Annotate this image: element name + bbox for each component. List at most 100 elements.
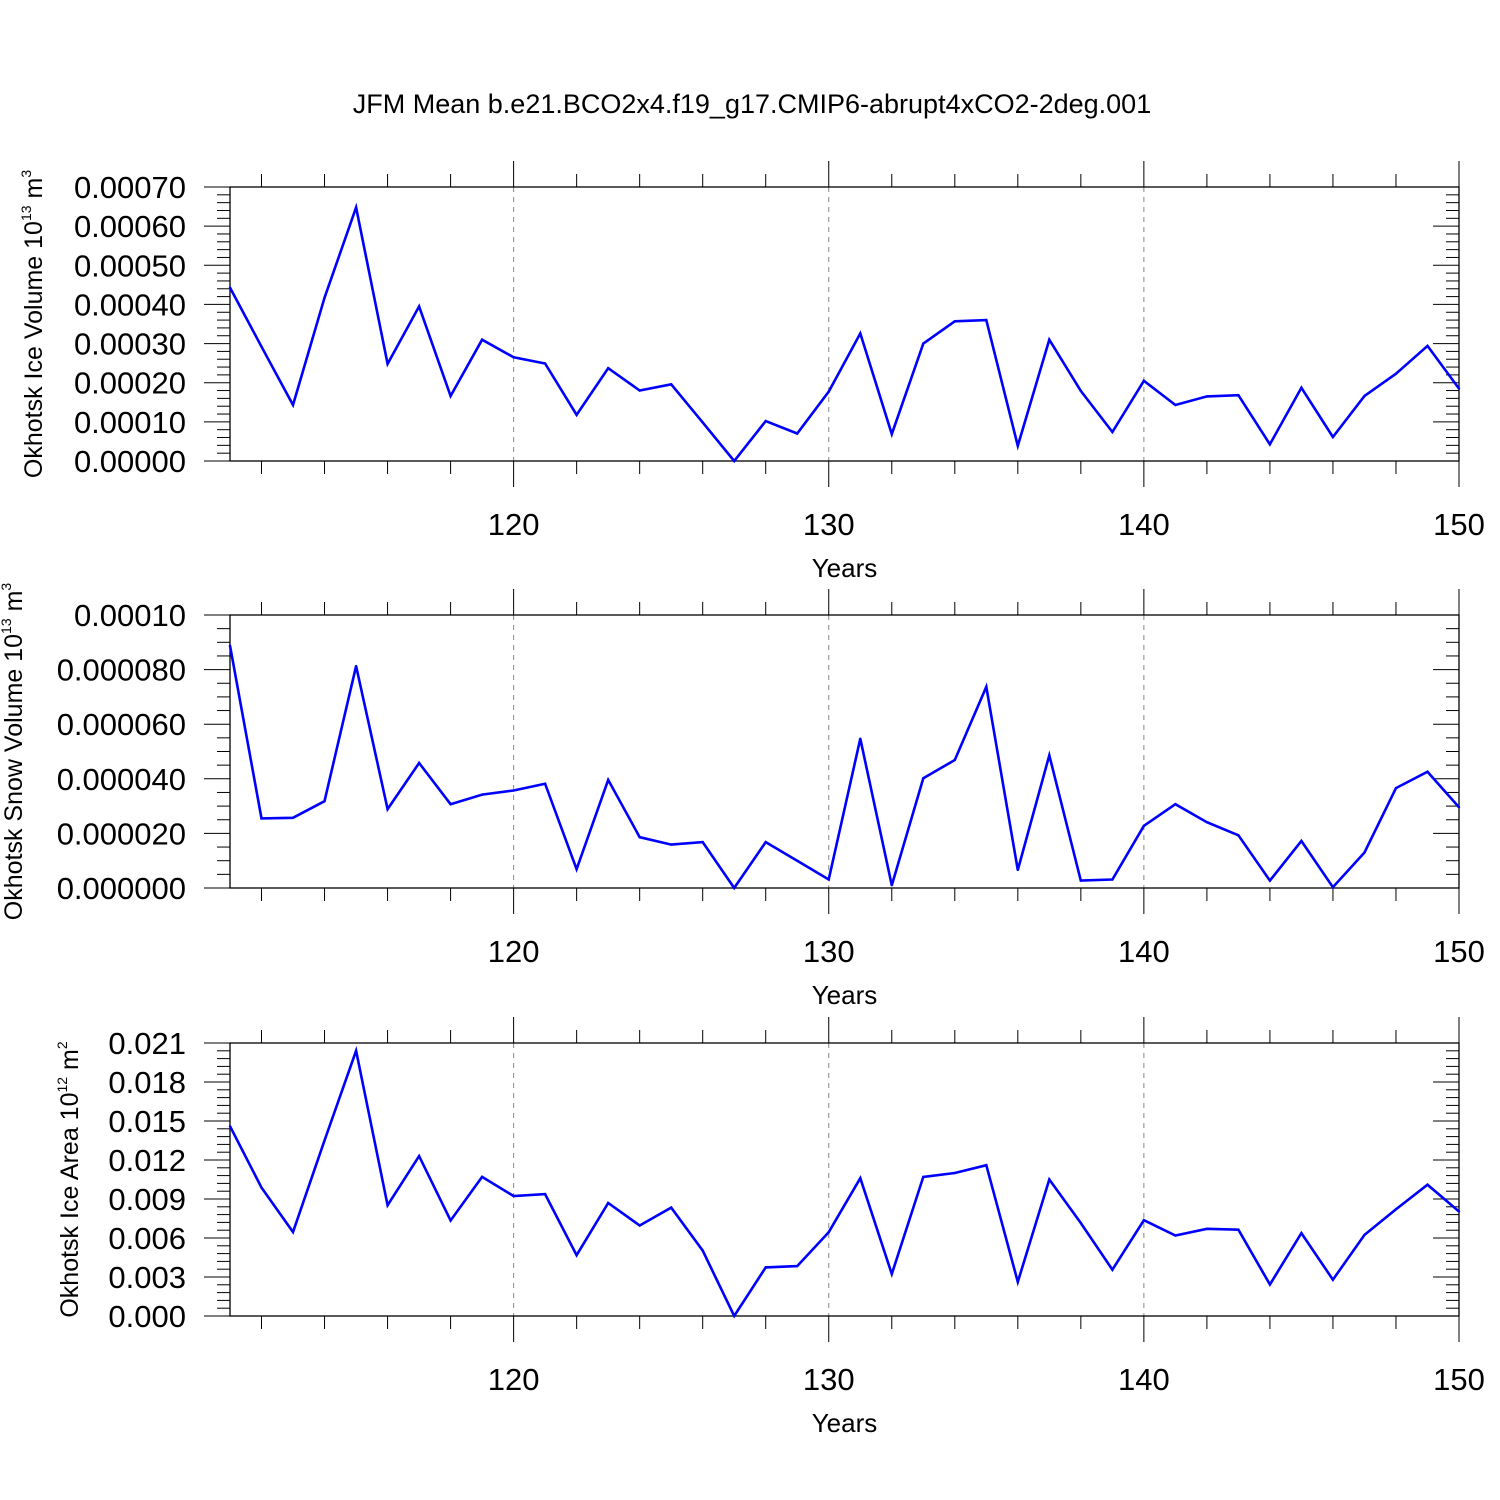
data-point	[922, 777, 925, 780]
x-tick-label: 120	[488, 507, 540, 542]
data-point	[1426, 770, 1429, 773]
data-point	[1268, 1283, 1272, 1286]
data-point	[354, 664, 358, 668]
data-point	[480, 338, 484, 341]
data-point	[1300, 1231, 1303, 1235]
data-point	[1142, 379, 1146, 382]
data-point	[228, 286, 232, 289]
data-point	[638, 389, 641, 392]
panel-ice-area: 120 130 140 150 0.000 0.003 0.006 0.009 0.012 0.0…	[54, 1017, 1485, 1438]
data-point	[859, 332, 862, 335]
data-point	[1237, 394, 1240, 397]
panel-ice-volume: 120 130 140 150 0.00000 0.00010 0.00020 0.00030…	[18, 161, 1485, 583]
data-point	[638, 1224, 641, 1227]
data-point	[575, 1253, 578, 1257]
data-point	[1300, 386, 1303, 390]
data-point	[1142, 1218, 1146, 1222]
data-point	[1426, 344, 1429, 348]
series-line-ice-area	[228, 1045, 1460, 1319]
y-tick-label: 0.00060	[74, 209, 186, 244]
data-point	[386, 362, 389, 366]
data-point	[859, 1177, 862, 1180]
x-tick-label: 120	[488, 1362, 540, 1397]
data-point	[1394, 372, 1398, 375]
data-point	[1048, 754, 1051, 757]
data-point	[1363, 394, 1366, 398]
y-tick-label: 0.009	[108, 1182, 186, 1217]
data-point	[1111, 878, 1114, 881]
y-axis-label: Okhotsk Ice Area 1012 m2	[54, 1041, 84, 1317]
data-point	[480, 1175, 484, 1179]
data-point	[669, 1206, 673, 1209]
data-point	[228, 1125, 232, 1128]
data-point	[512, 356, 515, 359]
data-point	[1457, 1210, 1461, 1213]
x-tick-label: 140	[1118, 1362, 1170, 1397]
data-point	[1111, 1268, 1114, 1271]
series-line-ice-volume	[228, 202, 1461, 464]
data-point	[417, 761, 421, 765]
y-tick-label: 0.00020	[74, 366, 186, 401]
y-tick-label: 0.006	[108, 1221, 186, 1256]
data-point	[827, 878, 830, 881]
data-point	[796, 432, 799, 435]
y-tick-label: 0.00010	[74, 405, 186, 440]
data-point	[1111, 430, 1114, 434]
data-point	[890, 884, 893, 887]
data-point	[449, 394, 452, 398]
data-point	[1268, 879, 1272, 882]
data-point	[1016, 868, 1020, 872]
data-point	[1237, 1228, 1240, 1231]
data-point	[1237, 834, 1240, 837]
x-tick-label: 130	[803, 1362, 855, 1397]
data-point	[543, 782, 547, 785]
data-point	[1016, 444, 1020, 447]
data-point	[1079, 879, 1083, 882]
x-tick-label: 150	[1433, 1362, 1485, 1397]
data-point	[354, 206, 358, 209]
y-tick-label: 0.00040	[74, 287, 186, 322]
data-point	[827, 390, 830, 393]
data-point	[228, 644, 232, 647]
data-point	[1205, 1227, 1209, 1230]
data-point	[638, 836, 641, 839]
data-point	[606, 367, 610, 370]
data-point	[1268, 443, 1272, 446]
plot-frame	[229, 186, 1460, 462]
data-point	[953, 1171, 956, 1175]
data-point	[323, 1139, 326, 1142]
data-point	[512, 789, 515, 792]
y-tick-label: 0.00070	[74, 170, 186, 205]
data-point	[543, 362, 547, 365]
y-tick-label: 0.000060	[57, 707, 186, 742]
data-point	[890, 432, 893, 436]
data-point	[1174, 1234, 1177, 1237]
data-point	[1205, 395, 1209, 398]
x-tick-label: 120	[488, 934, 540, 969]
x-tick-label: 140	[1118, 934, 1170, 969]
x-tick-label: 150	[1433, 934, 1485, 969]
data-point	[701, 1249, 704, 1252]
data-point	[575, 413, 578, 417]
y-tick-label: 0.000020	[57, 816, 186, 851]
data-point	[606, 778, 610, 782]
data-point	[1174, 802, 1177, 806]
x-axis-label: Years	[812, 553, 878, 583]
data-point	[764, 419, 767, 423]
data-point	[733, 1314, 736, 1318]
y-tick-label: 0.003	[108, 1260, 186, 1295]
x-tick-label: 140	[1118, 507, 1170, 542]
data-point	[890, 1272, 893, 1276]
data-point	[606, 1201, 610, 1205]
data-point	[417, 305, 421, 308]
data-point	[953, 320, 956, 323]
data-point	[985, 318, 988, 322]
data-point	[669, 843, 673, 846]
y-tick-label: 0.000000	[57, 871, 186, 906]
data-point	[985, 1164, 988, 1167]
data-point	[669, 383, 673, 386]
data-point	[386, 1204, 389, 1207]
data-point	[1079, 389, 1083, 393]
data-point	[1016, 1280, 1020, 1284]
